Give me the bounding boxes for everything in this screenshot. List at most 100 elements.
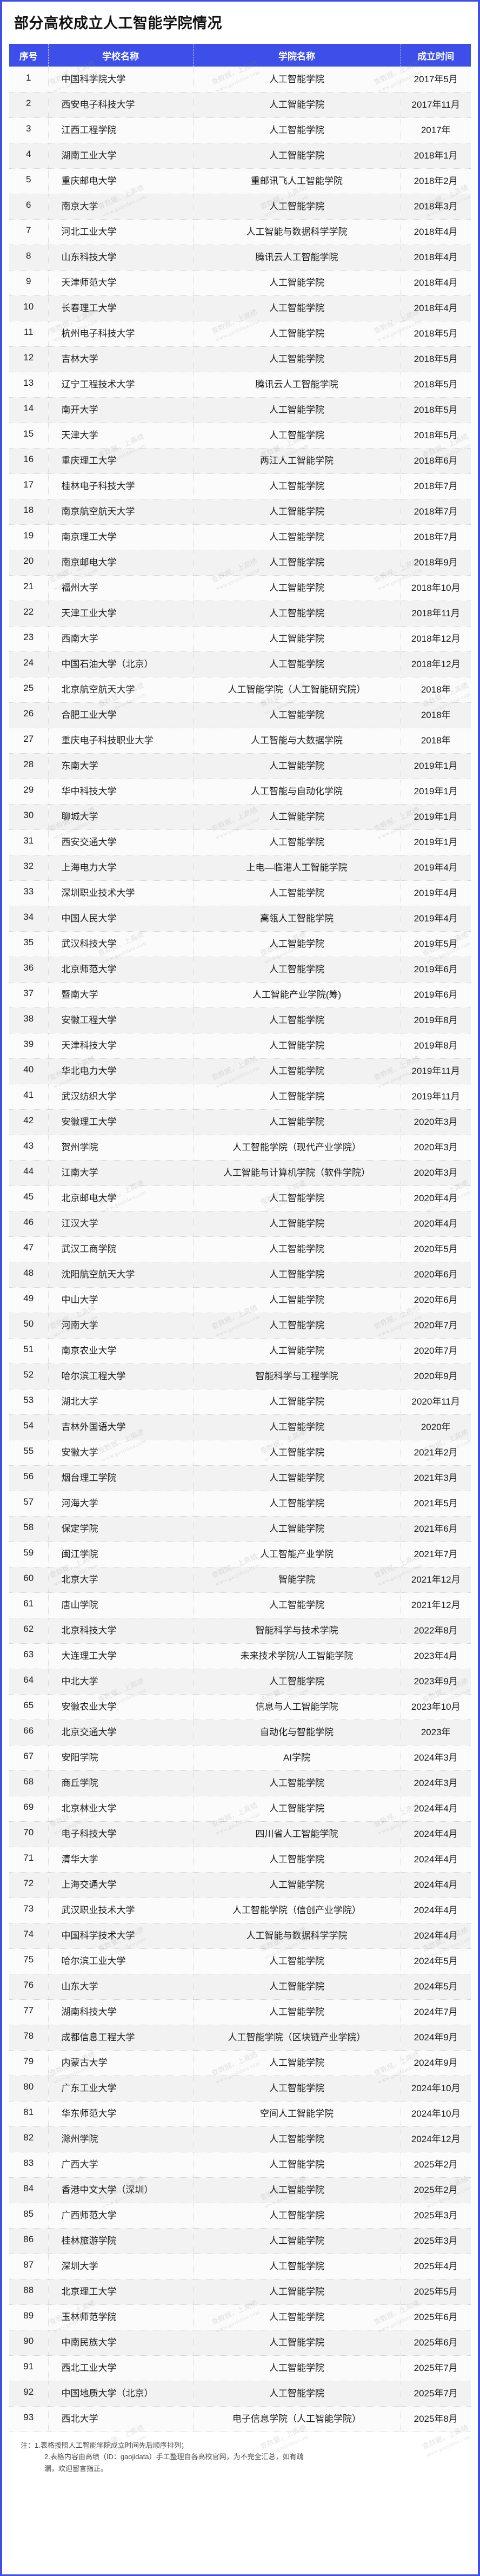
cell-college: 重邮讯飞人工智能学院 [193, 168, 401, 194]
cell-college: 人工智能学院 [193, 1872, 401, 1898]
table-row: 26 合肥工业大学 人工智能学院 2018年 [9, 702, 471, 728]
cell-date: 2020年3月 [401, 1160, 471, 1186]
cell-index: 55 [9, 1440, 49, 1466]
cell-school: 成都信息工程大学 [48, 2025, 194, 2051]
cell-date: 2020年7月 [401, 1338, 471, 1364]
cell-school: 华中科技大学 [48, 779, 194, 805]
cell-date: 2018年7月 [401, 524, 471, 550]
cell-index: 85 [9, 2203, 49, 2229]
cell-index: 36 [9, 957, 49, 983]
cell-index: 1 [9, 67, 49, 93]
cell-school: 北京师范大学 [48, 957, 194, 983]
cell-school: 中国地质大学（北京） [48, 2381, 194, 2407]
table-row: 25 北京航空航天大学 人工智能学院（人工智能研究院） 2018年 [9, 677, 471, 703]
column-header-index[interactable]: 序号 [9, 44, 49, 67]
cell-date: 2022年8月 [401, 1618, 471, 1644]
cell-college: 人工智能学院 [193, 1796, 401, 1822]
cell-college: 人工智能学院 [193, 2050, 401, 2076]
cell-school: 安阳学院 [48, 1745, 194, 1771]
table-row: 33 深圳职业技术大学 人工智能学院 2019年4月 [9, 880, 471, 906]
cell-college: 人工智能学院 [193, 194, 401, 220]
cell-school: 湖南科技大学 [48, 1999, 194, 2025]
cell-index: 75 [9, 1948, 49, 1974]
column-header-college[interactable]: 学院名称 [193, 44, 401, 67]
table-row: 40 华北电力大学 人工智能学院 2019年11月 [9, 1058, 471, 1084]
cell-school: 桂林旅游学院 [48, 2228, 194, 2254]
cell-index: 72 [9, 1872, 49, 1898]
cell-school: 内蒙古大学 [48, 2050, 194, 2076]
cell-college: 人工智能学院 [193, 2076, 401, 2101]
cell-date: 2018年5月 [401, 321, 471, 347]
cell-index: 7 [9, 219, 49, 245]
cell-college: 智能学院 [193, 1567, 401, 1593]
cell-school: 河北工业大学 [48, 219, 194, 245]
cell-index: 45 [9, 1185, 49, 1211]
cell-date: 2018年10月 [401, 575, 471, 601]
cell-date: 2024年5月 [401, 1974, 471, 2000]
cell-date: 2018年5月 [401, 346, 471, 372]
cell-school: 江汉大学 [48, 1211, 194, 1237]
cell-school: 聊城大学 [48, 804, 194, 830]
cell-college: 人工智能学院 [193, 321, 401, 347]
cell-date: 2017年 [401, 117, 471, 143]
table-row: 21 福州大学 人工智能学院 2018年10月 [9, 575, 471, 601]
cell-index: 43 [9, 1135, 49, 1161]
cell-college: 人工智能学院 [193, 753, 401, 779]
cell-index: 39 [9, 1033, 49, 1059]
cell-college: 人工智能学院 [193, 2355, 401, 2381]
table-row: 69 北京林业大学 人工智能学院 2024年4月 [9, 1796, 471, 1822]
cell-date: 2024年9月 [401, 2050, 471, 2076]
cell-index: 17 [9, 473, 49, 499]
cell-date: 2024年12月 [401, 2126, 471, 2152]
column-header-school[interactable]: 学校名称 [48, 44, 194, 67]
cell-school: 哈尔滨工程大学 [48, 1363, 194, 1389]
cell-school: 北京交通大学 [48, 1719, 194, 1745]
cell-school: 暨南大学 [48, 982, 194, 1008]
cell-index: 42 [9, 1109, 49, 1135]
cell-index: 26 [9, 702, 49, 728]
cell-school: 广西大学 [48, 2152, 194, 2178]
cell-college: 人工智能学院 [193, 2203, 401, 2229]
cell-date: 2024年10月 [401, 2101, 471, 2127]
cell-school: 华东师范大学 [48, 2101, 194, 2127]
table-row: 18 南京航空航天大学 人工智能学院 2018年7月 [9, 499, 471, 525]
cell-school: 合肥工业大学 [48, 702, 194, 728]
cell-college: 人工智能学院 [193, 473, 401, 499]
cell-college: 人工智能学院 [193, 270, 401, 296]
cell-index: 57 [9, 1491, 49, 1517]
cell-college: 人工智能学院 [193, 804, 401, 830]
table-row: 27 重庆电子科技职业大学 人工智能与大数据学院 2018年 [9, 728, 471, 754]
cell-index: 34 [9, 906, 49, 932]
cell-index: 14 [9, 397, 49, 423]
cell-index: 30 [9, 804, 49, 830]
table-row: 23 西南大学 人工智能学院 2018年12月 [9, 626, 471, 652]
table-row: 7 河北工业大学 人工智能与数据科学学院 2018年4月 [9, 219, 471, 245]
cell-index: 87 [9, 2254, 49, 2279]
table-row: 36 北京师范大学 人工智能学院 2019年6月 [9, 957, 471, 983]
cell-school: 广东工业大学 [48, 2076, 194, 2101]
table-row: 48 沈阳航空航天大学 人工智能学院 2020年6月 [9, 1262, 471, 1288]
cell-school: 北京科技大学 [48, 1618, 194, 1644]
note-line-1: 注：1.表格按照人工智能学院成立时间先后顺序排列； [21, 2441, 188, 2449]
cell-school: 南京农业大学 [48, 1338, 194, 1364]
table-row: 9 天津师范大学 人工智能学院 2018年4月 [9, 270, 471, 296]
cell-school: 湖南工业大学 [48, 143, 194, 169]
cell-date: 2025年7月 [401, 2355, 471, 2381]
cell-date: 2021年6月 [401, 1516, 471, 1542]
cell-school: 杭州电子科技大学 [48, 321, 194, 347]
cell-date: 2018年12月 [401, 626, 471, 652]
cell-index: 37 [9, 982, 49, 1008]
cell-index: 5 [9, 168, 49, 194]
cell-school: 桂林电子科技大学 [48, 473, 194, 499]
cell-school: 福州大学 [48, 575, 194, 601]
cell-school: 东南大学 [48, 753, 194, 779]
cell-college: 人工智能产业学院 [193, 1541, 401, 1567]
cell-college: 人工智能学院 [193, 1440, 401, 1466]
cell-index: 49 [9, 1287, 49, 1313]
cell-index: 73 [9, 1898, 49, 1923]
cell-college: 人工智能学院 [193, 550, 401, 576]
cell-date: 2019年4月 [401, 855, 471, 881]
table-row: 44 江南大学 人工智能与计算机学院（软件学院） 2020年3月 [9, 1160, 471, 1186]
column-header-date[interactable]: 成立时间 [401, 44, 471, 67]
table-row: 93 西北大学 电子信息学院（人工智能学院） 2025年8月 [9, 2406, 471, 2432]
